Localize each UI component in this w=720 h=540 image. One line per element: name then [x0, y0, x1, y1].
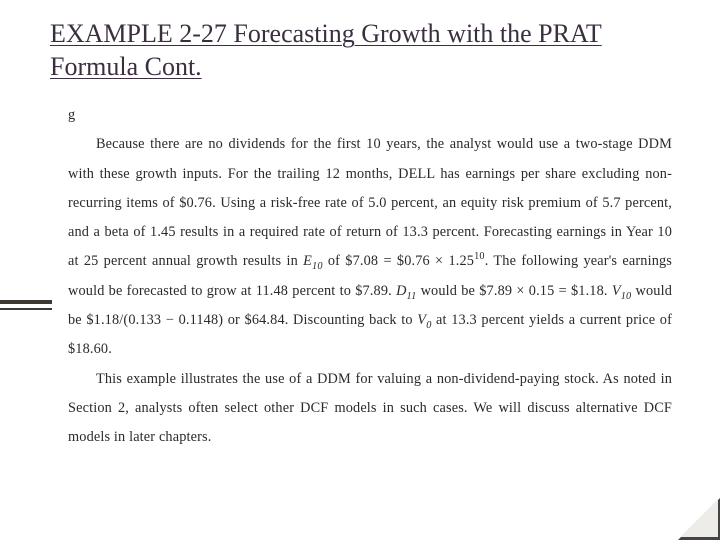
var-V10: V10 [612, 283, 631, 299]
accent-rule-thin [0, 308, 52, 310]
page-curl-decoration [678, 498, 720, 540]
fragment-g: g [68, 107, 75, 123]
left-accent-rules [0, 300, 52, 310]
var-V0-letter: V [417, 312, 426, 328]
accent-rule-thick [0, 300, 52, 304]
p1-seg-a: Because there are no dividends for the f… [68, 136, 672, 269]
var-V0: V0 [417, 312, 431, 328]
p1-seg-d: would be $7.89 × 0.15 = $1.18. [416, 283, 611, 299]
paragraph-1: Because there are no dividends for the f… [68, 130, 672, 364]
var-V10-letter: V [612, 283, 621, 299]
body-text-block: g Because there are no dividends for the… [0, 97, 720, 453]
var-E10: E10 [303, 253, 322, 269]
exponent-10: 10 [474, 252, 485, 263]
var-E10-sub: 10 [312, 261, 323, 272]
var-D11-letter: D [396, 283, 406, 299]
fragment-line: g [68, 101, 672, 130]
var-D11: D11 [396, 283, 416, 299]
var-V10-sub: 10 [621, 291, 632, 302]
p1-seg-b: of $7.08 = $0.76 × 1.25 [323, 253, 474, 269]
slide-title-block: EXAMPLE 2-27 Forecasting Growth with the… [0, 0, 720, 97]
var-D11-sub: 11 [407, 291, 417, 302]
slide-title: EXAMPLE 2-27 Forecasting Growth with the… [50, 18, 690, 83]
var-E10-letter: E [303, 253, 312, 269]
paragraph-2: This example illustrates the use of a DD… [68, 365, 672, 453]
